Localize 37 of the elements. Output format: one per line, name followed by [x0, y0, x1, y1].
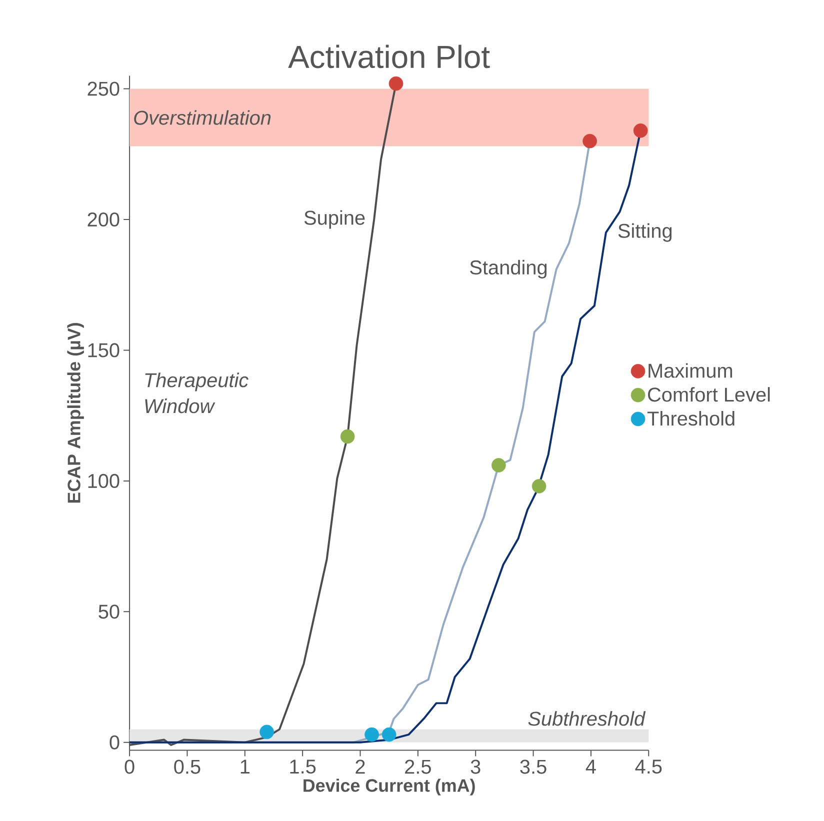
point	[492, 458, 506, 472]
series-label: Sitting	[618, 223, 672, 242]
point	[364, 727, 379, 742]
band-label: Overstimulation	[134, 110, 271, 125]
x-tick-label: 2	[356, 760, 365, 774]
x-tick-label: 2.5	[405, 760, 431, 774]
x-tick-label: 3.5	[520, 760, 546, 774]
y-axis-title: ECAP Amplitude (µV)	[67, 323, 84, 503]
annotation: Therapeutic Window	[145, 372, 248, 414]
y-tick-label: 100	[88, 474, 120, 488]
series-label: Supine	[304, 210, 365, 229]
x-tick-label: 1	[240, 760, 250, 774]
y-tick-label: 0	[110, 735, 120, 750]
point	[260, 724, 274, 740]
x-tick-label: 0	[124, 760, 134, 774]
point	[382, 727, 396, 742]
x-tick-label: 3	[470, 760, 480, 774]
x-tick-label: 4	[586, 760, 596, 774]
point	[582, 134, 597, 148]
legend-label: Comfort Level	[648, 387, 770, 402]
y-tick-label: 50	[98, 604, 120, 619]
point	[340, 429, 355, 444]
x-axis-title: Device Current (mA)	[304, 778, 475, 796]
y-tick-label: 250	[88, 82, 120, 96]
x-tick-label: 0.5	[174, 760, 200, 774]
x-tick-label: 4.5	[635, 760, 662, 774]
legend-label: Threshold	[647, 411, 734, 426]
y-tick-label: 150	[88, 343, 120, 358]
x-tick-label: 1.5	[290, 760, 316, 774]
point	[532, 479, 546, 494]
y-tick-label: 200	[88, 212, 120, 227]
chart-title: Activation Plot	[288, 44, 490, 68]
point	[388, 76, 404, 91]
legend-label: Maximum	[648, 363, 732, 378]
series-label: Standing	[470, 260, 547, 278]
band-label: Subthreshold	[528, 711, 646, 726]
point	[633, 123, 648, 138]
